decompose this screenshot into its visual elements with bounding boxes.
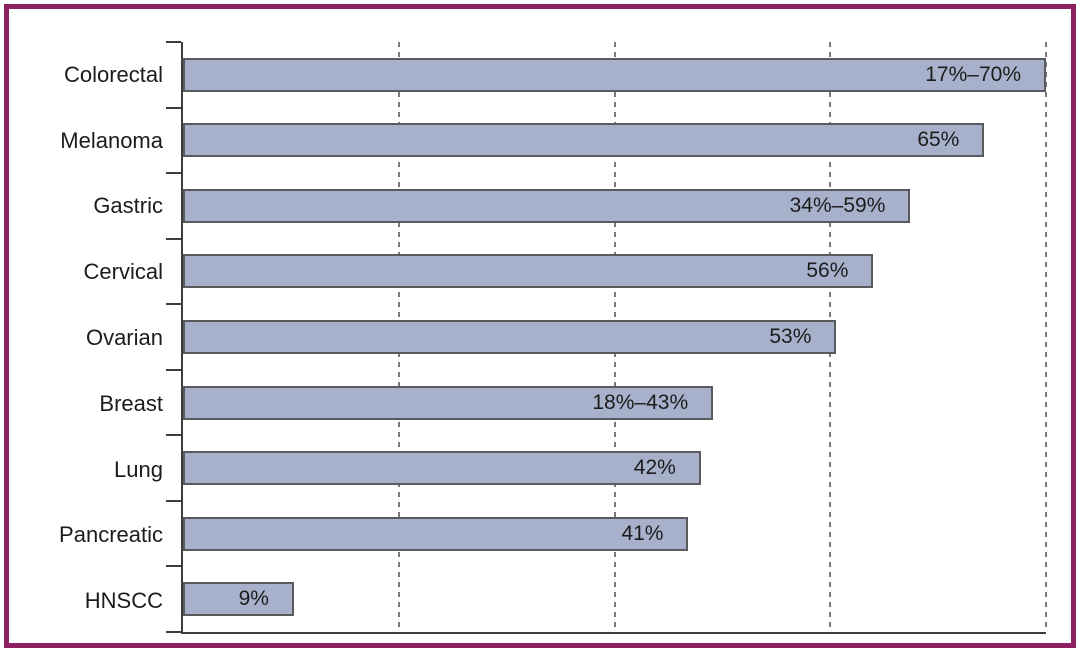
bar-value-label: 18%–43% xyxy=(592,390,689,414)
bar-melanoma: 65% xyxy=(183,123,985,158)
bar-row: 65% xyxy=(183,108,1046,174)
bar-value-label: 42% xyxy=(633,456,676,480)
y-axis-tick xyxy=(166,565,181,568)
bar-rows: 17%–70% 65% 34%–59% 56% 53% 18%–43% 42% 41% 9% xyxy=(183,42,1046,632)
y-axis-tick xyxy=(166,631,181,633)
bar-row: 53% xyxy=(183,304,1046,370)
bar-value-label: 34%–59% xyxy=(789,193,886,217)
y-axis-tick xyxy=(166,499,181,502)
bar-value-label: 9% xyxy=(238,587,269,611)
bar-row: 17%–70% xyxy=(183,42,1046,108)
bar-value-label: 53% xyxy=(769,325,812,349)
bar-ovarian: 53% xyxy=(183,320,837,355)
category-label-cervical: Cervical xyxy=(83,259,163,285)
category-label-colorectal: Colorectal xyxy=(63,61,163,87)
y-axis-tick xyxy=(166,303,181,306)
bar-row: 56% xyxy=(183,239,1046,305)
bar-breast: 18%–43% xyxy=(183,385,714,420)
bar-value-label: 17%–70% xyxy=(925,62,1021,86)
category-label-pancreatic: Pancreatic xyxy=(59,522,163,548)
y-axis-tick xyxy=(166,368,181,371)
bar-row: 18%–43% xyxy=(183,370,1046,436)
category-label-melanoma: Melanoma xyxy=(60,127,163,153)
category-label-lung: Lung xyxy=(114,456,163,482)
bar-pancreatic: 41% xyxy=(183,516,689,551)
bar-row: 9% xyxy=(183,567,1046,633)
bar-gastric: 34%–59% xyxy=(183,188,911,223)
bar-value-label: 56% xyxy=(806,259,849,283)
category-label-gastric: Gastric xyxy=(93,193,163,219)
bar-lung: 42% xyxy=(183,451,701,486)
category-label-hnscc: HNSCC xyxy=(84,588,163,614)
y-axis-tick xyxy=(166,106,181,109)
y-axis-tick xyxy=(166,172,181,175)
bar-row: 42% xyxy=(183,435,1046,501)
y-axis-tick xyxy=(166,434,181,437)
bar-row: 41% xyxy=(183,501,1046,567)
bar-colorectal: 17%–70% xyxy=(183,57,1046,92)
bar-row: 34%–59% xyxy=(183,173,1046,239)
category-label-ovarian: Ovarian xyxy=(85,325,163,351)
category-label-breast: Breast xyxy=(99,390,163,416)
plot-area: 17%–70% 65% 34%–59% 56% 53% 18%–43% 42% 41% 9% xyxy=(166,41,1047,634)
chart-frame: Colorectal Melanoma Gastric Cervical Ovarian… xyxy=(4,4,1076,648)
y-axis-tick xyxy=(166,237,181,240)
bar-value-label: 41% xyxy=(621,521,664,545)
bar-value-label: 65% xyxy=(917,128,960,152)
y-axis-tick xyxy=(166,41,181,43)
bar-hnscc: 9% xyxy=(183,582,294,617)
category-axis-labels: Colorectal Melanoma Gastric Cervical Ovarian… xyxy=(9,42,173,634)
bar-cervical: 56% xyxy=(183,254,874,289)
gridline-70 xyxy=(1045,42,1047,632)
